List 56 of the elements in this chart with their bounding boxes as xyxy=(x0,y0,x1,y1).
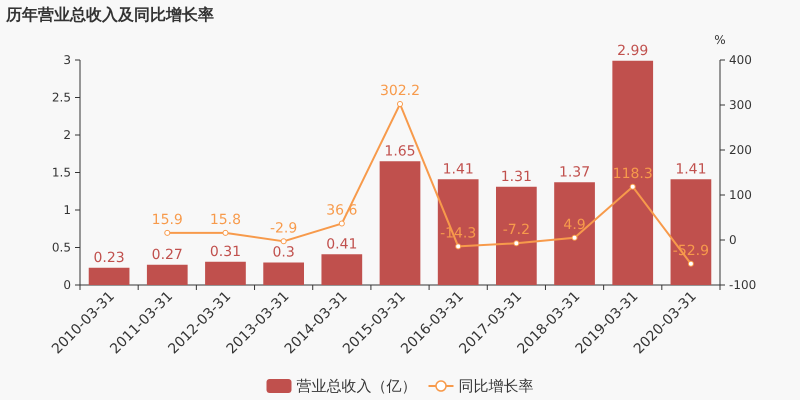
point xyxy=(397,101,403,108)
point xyxy=(572,234,578,241)
data-label: 4.9 xyxy=(563,216,586,233)
y-tick-label: 3 xyxy=(63,53,71,67)
data-label: 0.41 xyxy=(326,236,358,252)
data-label: 118.3 xyxy=(612,166,653,182)
bar xyxy=(263,262,304,285)
point xyxy=(455,243,462,250)
bar xyxy=(438,179,479,285)
data-label: 0.23 xyxy=(94,250,125,266)
data-label: -7.2 xyxy=(502,222,530,238)
point xyxy=(222,230,228,236)
y2-axis-title: % xyxy=(714,33,726,47)
y2-tick-label: 300 xyxy=(729,98,752,112)
data-label: 0.27 xyxy=(152,246,183,263)
bar xyxy=(670,179,712,285)
bar xyxy=(88,268,130,285)
data-label: 15.9 xyxy=(152,212,183,228)
chart-title: 历年营业总收入及同比增长率 xyxy=(5,5,214,24)
y2-tick-label: -100 xyxy=(729,278,756,292)
point xyxy=(338,220,345,227)
data-label: 15.8 xyxy=(210,212,242,228)
bar xyxy=(205,262,246,285)
y-tick-label: 0.5 xyxy=(52,240,71,254)
point xyxy=(688,260,694,267)
bar xyxy=(380,161,420,285)
y-tick-label: 0 xyxy=(63,278,71,292)
y2-tick-label: 0 xyxy=(729,233,737,247)
point xyxy=(280,238,287,244)
data-label: 0.3 xyxy=(272,244,295,260)
point xyxy=(164,230,170,236)
bar xyxy=(612,60,654,285)
y2-tick-label: 200 xyxy=(729,143,752,157)
data-label: 1.41 xyxy=(442,161,474,178)
legend-label: 营业总收入（亿） xyxy=(296,377,416,395)
y-tick-label: 1 xyxy=(63,203,71,217)
data-label: -2.9 xyxy=(270,220,298,236)
bar xyxy=(321,254,362,285)
y2-tick-label: 100 xyxy=(729,188,752,202)
data-label: 302.2 xyxy=(380,83,420,100)
y-tick-label: 1.5 xyxy=(52,166,71,180)
data-label: 1.65 xyxy=(384,143,416,160)
legend-label: 同比增长率 xyxy=(458,377,534,395)
point xyxy=(513,240,520,246)
y2-tick-label: 400 xyxy=(729,53,752,67)
data-label: 1.41 xyxy=(675,161,706,178)
bar xyxy=(496,186,537,285)
data-label: 1.37 xyxy=(558,164,590,180)
y-tick-label: 2.5 xyxy=(52,90,71,104)
bar xyxy=(146,264,188,285)
data-label: 1.31 xyxy=(500,168,532,185)
y-tick-label: 2 xyxy=(63,128,71,142)
data-label: 0.31 xyxy=(210,244,242,260)
data-label: 2.99 xyxy=(617,42,648,59)
bar xyxy=(554,182,595,285)
point xyxy=(630,184,636,190)
